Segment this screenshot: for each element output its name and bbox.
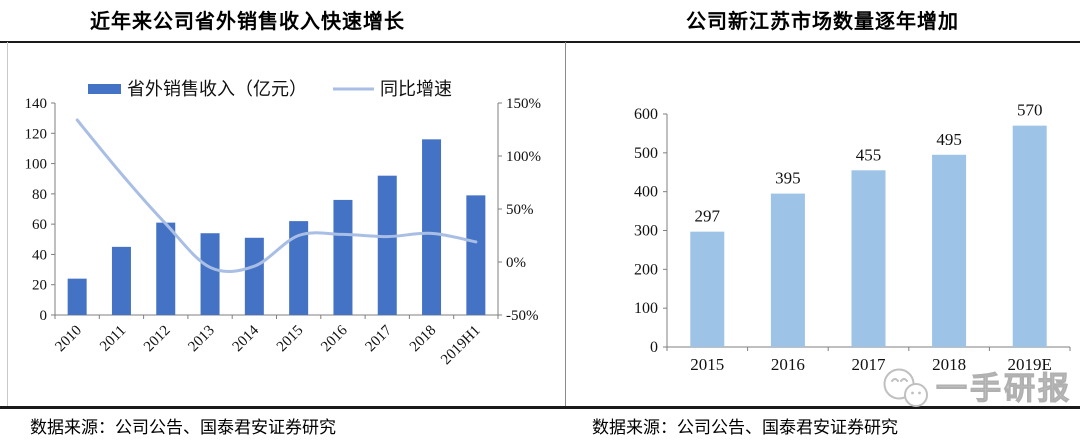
growth-line: [75, 118, 478, 273]
left-border-line: [7, 42, 8, 406]
bar-2010: [67, 278, 87, 315]
x-cat-label: 2016: [771, 355, 805, 374]
y-tick-label: 400: [634, 184, 658, 201]
y2-tick-label: 50%: [506, 202, 534, 218]
bar-2013: [200, 233, 220, 315]
y-tick-label: 20: [32, 278, 47, 294]
y-tick-label: 40: [32, 247, 47, 263]
bar-2019E: [1012, 125, 1047, 348]
y2-tick-label: 100%: [506, 149, 541, 165]
y-tick-label: 100: [634, 300, 658, 317]
y-tick-label: 80: [32, 187, 47, 203]
bar-2015: [690, 231, 725, 347]
x-cat-label: 2015: [690, 355, 724, 374]
x-cat-label: 2017: [363, 322, 396, 355]
legend-bar-swatch: [88, 84, 121, 94]
value-label-2016: 395: [775, 169, 801, 188]
legend-bar-label: 省外销售收入（亿元）: [127, 79, 307, 99]
bar-2015: [289, 221, 309, 315]
left-combo-chart: 省外销售收入（亿元） 同比增速 140 120 100 80 60 40 20 0 150% 100%…: [25, 79, 542, 368]
top-divider-line: [0, 41, 1080, 43]
x-cat-label: 2018: [932, 355, 966, 374]
wechat-bubbles-icon: [883, 368, 928, 407]
left-source-note: 数据来源：公司公告、国泰君安证券研究: [30, 418, 336, 437]
y2-tick-label: 0%: [506, 255, 526, 271]
watermark: 一手研报: [878, 366, 1072, 410]
bottom-divider-line: [0, 406, 1080, 409]
x-cat-label: 2017: [852, 355, 887, 374]
value-label-2015: 297: [695, 207, 721, 226]
bar-2019H1: [466, 195, 486, 315]
y-tick-label: 100: [25, 157, 48, 173]
right-bar-chart: 600 500 400 300 200 100 0 297 2015 395 2016 455 2017…: [634, 101, 1071, 374]
left-chart-title: 近年来公司省外销售收入快速增长: [90, 11, 405, 33]
x-cat-label: 2011: [97, 323, 129, 355]
x-cat-label: 2018: [407, 323, 440, 356]
value-label-2018: 495: [936, 130, 962, 149]
x-cat-label: 2019E: [1008, 355, 1052, 374]
x-cat-label: 2014: [230, 322, 263, 355]
x-cat-label: 2016: [318, 322, 351, 355]
legend-line-label: 同比增速: [380, 79, 452, 99]
center-divider-line: [565, 42, 566, 406]
y-tick-label: 60: [32, 217, 47, 233]
x-cat-label: 2012: [141, 323, 174, 356]
bar-2016: [770, 193, 805, 347]
y2-tick-label: 150%: [506, 96, 541, 112]
bar-2018: [422, 139, 442, 315]
value-label-2017: 455: [856, 145, 882, 164]
bar-2017: [851, 170, 886, 347]
bar-2016: [333, 199, 353, 315]
y-tick-label: 0: [650, 339, 658, 356]
bar-2012: [156, 222, 176, 315]
watermark-label: 一手研报: [936, 370, 1072, 406]
y-tick-label: 300: [634, 223, 658, 240]
bar-2014: [244, 237, 264, 315]
y-tick-label: 140: [25, 96, 48, 112]
value-label-2019E: 570: [1017, 101, 1042, 120]
right-chart-title: 公司新江苏市场数量逐年增加: [686, 11, 959, 33]
right-source-note: 数据来源：公司公告、国泰君安证券研究: [592, 418, 898, 437]
y-tick-label: 200: [634, 261, 658, 278]
bar-2017: [377, 175, 397, 315]
x-cat-label: 2015: [274, 323, 307, 356]
y-tick-label: 500: [634, 145, 658, 162]
x-cat-label: 2010: [52, 323, 85, 356]
x-cat-label: 2019H1: [438, 323, 483, 368]
y-tick-label: 0: [40, 308, 48, 324]
bar-2011: [111, 246, 131, 315]
bar-2018: [932, 154, 967, 347]
y-tick-label: 600: [634, 106, 658, 123]
x-cat-label: 2013: [185, 323, 218, 356]
y2-tick-label: -50%: [506, 308, 539, 324]
y-tick-label: 120: [25, 126, 48, 142]
